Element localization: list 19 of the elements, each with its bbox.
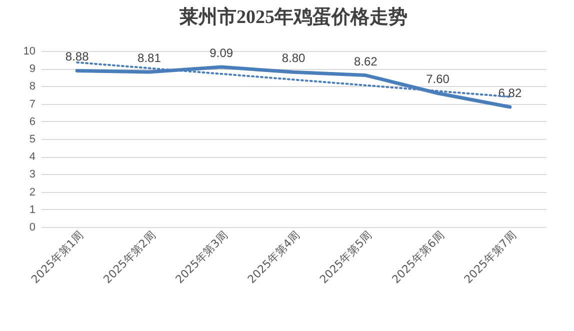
data-label: 7.60 bbox=[426, 72, 450, 86]
y-tick-label: 2 bbox=[29, 186, 36, 198]
y-tick-label: 8 bbox=[29, 80, 36, 93]
y-tick-label: 9 bbox=[29, 63, 36, 76]
data-label: 8.62 bbox=[354, 54, 378, 68]
y-tick-label: 6 bbox=[29, 116, 36, 128]
data-label: 8.88 bbox=[65, 50, 90, 64]
data-label: 8.81 bbox=[138, 50, 162, 65]
y-tick-label: 1 bbox=[29, 204, 36, 216]
chart-title: 莱州市2025年鸡蛋价格走势 bbox=[178, 6, 408, 28]
y-tick-label: 0 bbox=[29, 222, 36, 234]
data-label: 8.80 bbox=[282, 51, 306, 66]
y-tick-label: 4 bbox=[29, 151, 36, 164]
y-tick-label: 10 bbox=[23, 46, 36, 58]
y-tick-label: 5 bbox=[29, 134, 36, 146]
data-label: 9.09 bbox=[210, 46, 234, 60]
y-tick-label: 3 bbox=[29, 168, 36, 181]
data-label: 6.82 bbox=[498, 86, 522, 100]
y-tick-label: 7 bbox=[29, 98, 36, 110]
